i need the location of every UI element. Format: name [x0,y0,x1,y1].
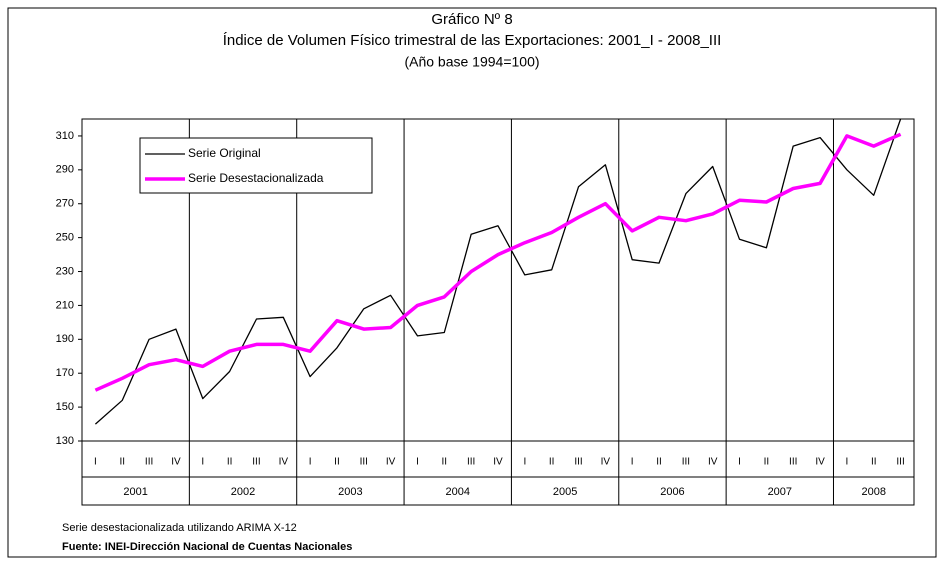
x-tick-label: III [574,457,582,468]
year-label: 2005 [553,486,577,498]
x-tick-label: II [764,457,770,468]
series-line [94,132,902,392]
y-tick-label: 170 [56,367,74,379]
x-tick-label: III [145,457,153,468]
legend-label: Serie Original [188,146,261,160]
x-tick-label: IV [386,457,396,468]
x-tick-label: II [549,457,555,468]
year-label: 2004 [445,486,469,498]
year-label: 2008 [861,486,885,498]
x-tick-label: IV [601,457,611,468]
y-tick-label: 190 [56,333,74,345]
y-tick-label: 130 [56,435,74,447]
x-tick-label: IV [493,457,503,468]
x-tick-label: I [631,457,634,468]
plot-area [81,118,915,506]
series-line [94,118,902,425]
y-tick-label: 270 [56,198,74,210]
year-label: 2007 [768,486,792,498]
chart-subtitle: Índice de Volumen Físico trimestral de l… [223,32,722,49]
x-tick-label: III [360,457,368,468]
chart-title: Gráfico Nº 8 [431,11,512,28]
footnote: Serie desestacionalizada utilizando ARIM… [62,522,297,534]
x-tick-label: II [227,457,233,468]
x-tick-label: I [416,457,419,468]
x-tick-label: I [738,457,741,468]
x-tick-label: IV [279,457,289,468]
x-tick-label: III [789,457,797,468]
year-label: 2002 [231,486,255,498]
year-label: 2001 [123,486,147,498]
year-label: 2003 [338,486,362,498]
y-tick-label: 230 [56,265,74,277]
x-tick-label: III [682,457,690,468]
legend-label: Serie Desestacionalizada [188,171,324,185]
x-tick-label: II [442,457,448,468]
year-label: 2006 [660,486,684,498]
chart-note: (Año base 1994=100) [404,54,539,70]
x-tick-label: II [656,457,662,468]
x-tick-label: III [896,457,904,468]
x-tick-label: I [523,457,526,468]
x-tick-label: III [252,457,260,468]
frame [7,7,937,558]
x-tick-label: I [309,457,312,468]
x-tick-label: IV [815,457,825,468]
x-tick-label: I [94,457,97,468]
x-tick-label: II [119,457,125,468]
y-tick-label: 150 [56,401,74,413]
x-tick-label: I [846,457,849,468]
y-tick-label: 290 [56,164,74,176]
x-tick-label: IV [171,457,181,468]
x-tick-label: II [334,457,340,468]
x-tick-label: II [871,457,877,468]
y-tick-label: 210 [56,299,74,311]
legend [139,137,373,194]
x-tick-label: IV [708,457,718,468]
x-tick-label: III [467,457,475,468]
x-tick-label: I [201,457,204,468]
y-tick-label: 250 [56,232,74,244]
y-tick-label: 310 [56,130,74,142]
footnote: Fuente: INEI-Dirección Nacional de Cuent… [62,541,352,553]
